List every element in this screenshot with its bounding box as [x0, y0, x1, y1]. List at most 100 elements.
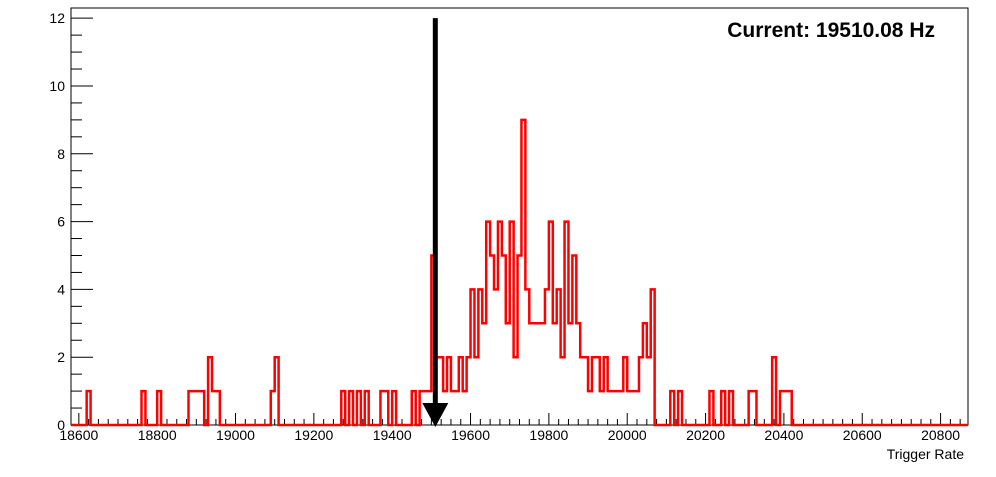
- histogram-bin: [392, 391, 396, 425]
- histogram-bin: [651, 289, 655, 425]
- histogram-bin: [584, 357, 588, 425]
- histogram-bin: [553, 323, 557, 425]
- histogram-bin: [537, 323, 541, 425]
- histogram-bin: [565, 222, 569, 425]
- histogram-bin: [412, 391, 416, 425]
- y-tick-label: 4: [57, 281, 65, 297]
- histogram-bin: [568, 323, 572, 425]
- histogram-bin: [635, 391, 639, 425]
- histogram-bin: [709, 391, 713, 425]
- histogram-bin: [596, 357, 600, 425]
- histogram-bin: [420, 391, 424, 425]
- histogram-bin: [643, 323, 647, 425]
- x-tick-label: 20000: [608, 427, 647, 443]
- histogram-bin: [510, 222, 514, 425]
- y-tick-label: 12: [49, 10, 65, 26]
- histogram-bin: [271, 391, 275, 425]
- histogram-bin: [502, 255, 506, 425]
- histogram-bin: [588, 391, 592, 425]
- histogram-bin: [549, 222, 553, 425]
- histogram-bin: [455, 391, 459, 425]
- marker-arrow-head: [422, 403, 449, 427]
- histogram-bin: [619, 391, 623, 425]
- histogram-bin: [365, 391, 369, 425]
- histogram-bin: [639, 357, 643, 425]
- histogram-bin: [451, 391, 455, 425]
- histogram-bin: [729, 391, 733, 425]
- histogram-bin: [749, 391, 753, 425]
- histogram-bin: [447, 357, 451, 425]
- histogram-bin: [557, 289, 561, 425]
- x-axis: 18600 18800 19000 19200 19400 19600 19800 20000…: [59, 413, 961, 443]
- histogram-bin: [721, 391, 725, 425]
- histogram-bin: [631, 391, 635, 425]
- x-tick-label: 19200: [294, 427, 333, 443]
- x-axis-title: Trigger Rate: [887, 446, 965, 462]
- histogram-bin: [647, 357, 651, 425]
- histogram-bin: [157, 391, 161, 425]
- histogram-bin: [678, 391, 682, 425]
- histogram-bin: [212, 391, 216, 425]
- x-tick-label: 20400: [764, 427, 803, 443]
- histogram-bin: [627, 391, 631, 425]
- histogram-bin: [380, 391, 384, 425]
- histogram-bin: [494, 289, 498, 425]
- y-tick-label: 10: [49, 78, 65, 94]
- x-tick-label: 18800: [138, 427, 177, 443]
- x-tick-label: 20800: [921, 427, 960, 443]
- histogram-bin: [384, 391, 388, 425]
- histogram-bin: [87, 391, 91, 425]
- histogram-bin: [561, 357, 565, 425]
- y-tick-label: 6: [57, 214, 65, 230]
- x-tick-label: 20600: [843, 427, 882, 443]
- histogram-bin: [580, 357, 584, 425]
- histogram-bin: [486, 222, 490, 425]
- histogram-bin: [533, 323, 537, 425]
- histogram-bin: [772, 357, 776, 425]
- x-tick-label: 19400: [373, 427, 412, 443]
- histogram-series: [71, 118, 968, 427]
- histogram-bin: [670, 391, 674, 425]
- histogram-line: [71, 118, 968, 427]
- histogram-bin: [208, 357, 212, 425]
- histogram-bin: [592, 357, 596, 425]
- histogram-bin: [623, 357, 627, 425]
- current-rate-marker: [422, 18, 449, 427]
- histogram-bin: [525, 289, 529, 425]
- histogram-bin: [784, 391, 788, 425]
- histogram-bin: [459, 357, 463, 425]
- histogram-bin: [200, 391, 204, 425]
- histogram-bin: [474, 357, 478, 425]
- histogram-bin: [490, 255, 494, 425]
- histogram-bin: [467, 357, 471, 425]
- histogram-bin: [521, 120, 525, 425]
- histogram-bin: [780, 391, 784, 425]
- x-tick-label: 19800: [529, 427, 568, 443]
- histogram-bin: [498, 222, 502, 425]
- histogram-bin: [463, 391, 467, 425]
- histogram-bin: [216, 391, 220, 425]
- x-tick-label: 19000: [216, 427, 255, 443]
- histogram-bin: [753, 391, 757, 425]
- histogram-bin: [482, 323, 486, 425]
- histogram-bin: [349, 391, 353, 425]
- y-tick-label: 8: [57, 146, 65, 162]
- histogram-bin: [196, 391, 200, 425]
- current-rate-label: Current: 19510.08 Hz: [727, 19, 935, 42]
- histogram-bin: [518, 255, 522, 425]
- x-tick-label: 18600: [59, 427, 98, 443]
- histogram-bin: [604, 357, 608, 425]
- histogram-bin: [788, 391, 792, 425]
- histogram-bin: [514, 357, 518, 425]
- histogram-bin: [142, 391, 146, 425]
- histogram-bin: [471, 289, 475, 425]
- histogram-bin: [600, 391, 604, 425]
- y-axis: 0 2 4 6 8 10 12: [49, 10, 93, 433]
- histogram-bin: [572, 255, 576, 425]
- histogram-bin: [576, 323, 580, 425]
- x-tick-label: 20200: [686, 427, 725, 443]
- histogram-bin: [612, 391, 616, 425]
- histogram-bin: [189, 391, 193, 425]
